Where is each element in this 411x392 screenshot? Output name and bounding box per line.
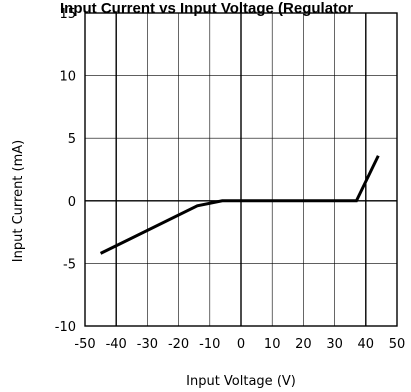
series-line	[99, 155, 380, 255]
x-tick-label: 20	[295, 337, 312, 352]
y-tick-label: 15	[59, 7, 76, 22]
x-tick-label: -30	[137, 337, 158, 352]
x-axis-label: Input Voltage (V)	[186, 374, 296, 389]
y-tick-label: 10	[59, 70, 76, 85]
x-tick-label: 0	[237, 337, 245, 352]
x-tick-label: 10	[264, 337, 281, 352]
x-tick-label: -40	[106, 337, 127, 352]
grid	[85, 13, 397, 326]
y-axis-label: Input Current (mA)	[11, 140, 26, 262]
series-group	[99, 155, 380, 255]
y-tick-label: -5	[63, 257, 76, 272]
x-tick-label: -10	[199, 337, 220, 352]
y-tick-label: 0	[68, 195, 76, 210]
y-tick-label: 5	[68, 132, 76, 147]
x-tick-label: -20	[168, 337, 189, 352]
chart-title: Input Current vs Input Voltage (Regulato…	[60, 0, 353, 17]
plot-frame	[84, 12, 398, 327]
y-tick-label: -10	[55, 320, 76, 335]
x-tick-label: 30	[326, 337, 343, 352]
x-tick-label: 40	[358, 337, 375, 352]
x-tick-label: 50	[389, 337, 406, 352]
x-tick-label: -50	[74, 337, 95, 352]
